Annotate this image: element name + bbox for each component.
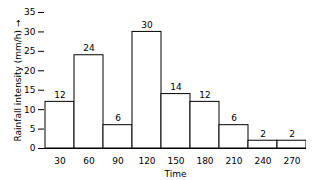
svg-text:30: 30 — [141, 20, 153, 30]
svg-text:Time: Time — [163, 169, 186, 179]
svg-text:2: 2 — [289, 129, 295, 139]
svg-text:6: 6 — [231, 113, 237, 123]
svg-text:240: 240 — [254, 156, 271, 166]
svg-text:6: 6 — [115, 113, 121, 123]
svg-text:12: 12 — [54, 90, 65, 100]
svg-text:25: 25 — [24, 46, 35, 56]
svg-text:20: 20 — [24, 66, 36, 76]
svg-text:Rainfall intensity (mm/h) →: Rainfall intensity (mm/h) → — [13, 19, 23, 141]
svg-text:180: 180 — [196, 156, 213, 166]
svg-text:0: 0 — [30, 143, 36, 153]
svg-text:24: 24 — [83, 43, 95, 53]
svg-text:150: 150 — [167, 156, 184, 166]
svg-text:12: 12 — [199, 90, 210, 100]
svg-text:10: 10 — [24, 105, 36, 115]
svg-text:35: 35 — [24, 7, 35, 17]
svg-text:30: 30 — [24, 27, 36, 37]
svg-text:90: 90 — [112, 156, 124, 166]
svg-text:15: 15 — [24, 85, 35, 95]
svg-text:2: 2 — [260, 129, 266, 139]
svg-text:30: 30 — [54, 156, 66, 166]
svg-text:210: 210 — [225, 156, 242, 166]
svg-text:5: 5 — [30, 124, 36, 134]
svg-text:270: 270 — [283, 156, 300, 166]
svg-text:60: 60 — [83, 156, 95, 166]
svg-text:120: 120 — [138, 156, 155, 166]
svg-text:14: 14 — [170, 82, 182, 92]
